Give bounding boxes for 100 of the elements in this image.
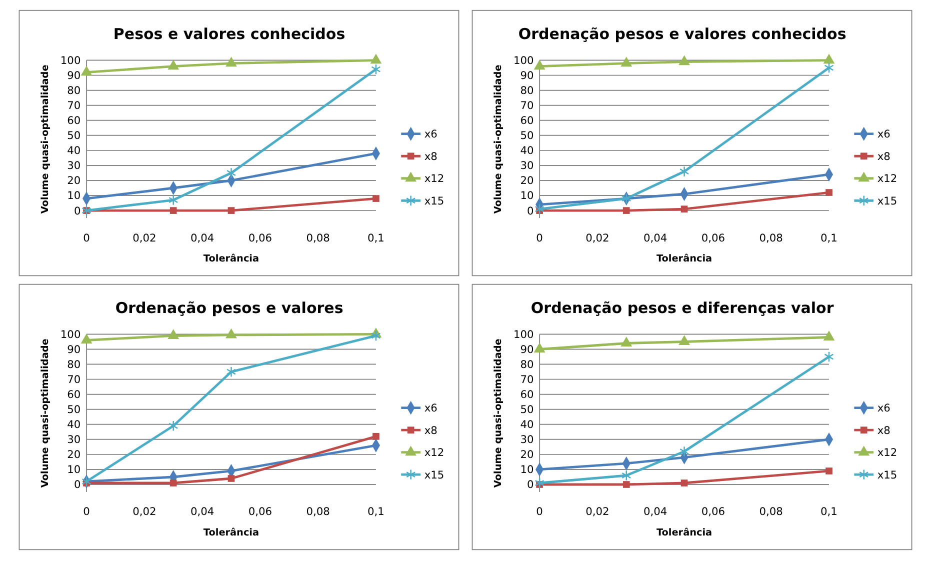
y-tick-label: 50 (520, 403, 534, 416)
point (228, 475, 235, 482)
x-tick-label: 0,1 (820, 231, 838, 244)
y-tick-label: 0 (526, 478, 534, 492)
x-tick-label: 0 (536, 231, 544, 244)
point (678, 335, 690, 346)
y-tick-label: 70 (67, 99, 81, 112)
x-tick-label: 0,1 (820, 505, 838, 518)
point (622, 481, 630, 488)
point (170, 480, 177, 486)
legend-label: x15 (424, 468, 444, 482)
x-tick-label: 0,02 (132, 231, 156, 244)
y-axis-title: Volume quasi-optimalidade (40, 64, 51, 214)
y-tick-label: 0 (74, 204, 81, 218)
y-tick-label: 100 (60, 328, 81, 341)
y-tick-label: 30 (67, 433, 81, 446)
point (826, 468, 832, 474)
y-tick-label: 50 (520, 129, 534, 142)
chart-title: Pesos e valores conhecidos (113, 24, 346, 43)
x-tick-label: 0,02 (586, 231, 610, 244)
x-axis-title: Tolerância (203, 254, 260, 265)
x-tick-label: 0,08 (759, 231, 784, 244)
y-tick-label: 10 (520, 189, 534, 202)
x-axis-title: Tolerância (656, 528, 712, 539)
y-tick-label: 90 (67, 342, 81, 356)
point (168, 329, 180, 340)
y-tick-label: 10 (67, 463, 81, 476)
y-tick-label: 100 (60, 54, 81, 67)
x-axis-title: Tolerância (656, 254, 712, 265)
x-tick-label: 0 (536, 505, 544, 518)
x-tick-label: 0,04 (190, 505, 214, 518)
y-tick-label: 100 (513, 328, 534, 341)
y-tick-label: 60 (520, 388, 534, 402)
y-axis-title: Volume quasi-optimalidade (40, 338, 51, 488)
y-tick-label: 0 (74, 478, 81, 492)
point (226, 56, 237, 67)
y-tick-label: 40 (67, 418, 81, 432)
legend-label: x6 (424, 128, 438, 141)
y-tick-label: 20 (67, 174, 81, 188)
legend-label: x6 (877, 128, 891, 141)
y-tick-label: 40 (520, 418, 534, 432)
point (622, 470, 632, 481)
x-tick-label: 0,06 (248, 505, 272, 518)
legend-label: x15 (877, 194, 898, 208)
y-tick-label: 0 (526, 204, 534, 218)
point (678, 55, 690, 66)
y-tick-label: 20 (520, 448, 534, 462)
x-tick-label: 0,08 (306, 505, 330, 518)
y-tick-label: 80 (67, 358, 81, 372)
y-tick-label: 20 (67, 448, 81, 462)
y-tick-label: 100 (513, 54, 534, 67)
y-tick-label: 90 (520, 342, 534, 356)
point (371, 330, 381, 342)
y-tick-label: 30 (520, 433, 534, 446)
legend-label: x8 (877, 150, 891, 163)
point (226, 168, 236, 178)
point (680, 206, 688, 212)
legend-label: x8 (424, 424, 438, 437)
point (168, 60, 180, 70)
point (534, 342, 546, 353)
y-tick-label: 70 (520, 99, 534, 112)
point (370, 54, 382, 64)
legend-label: x15 (424, 194, 444, 208)
y-tick-label: 60 (67, 388, 81, 402)
point (680, 480, 688, 486)
point (80, 66, 92, 76)
point (371, 64, 381, 75)
point (679, 446, 690, 457)
legend-label: x8 (424, 150, 438, 163)
point (226, 366, 236, 378)
y-tick-label: 90 (520, 69, 534, 82)
x-axis-title: Tolerância (203, 528, 260, 539)
x-tick-label: 0,06 (701, 505, 726, 518)
point (826, 189, 832, 196)
point (168, 420, 178, 432)
point (80, 334, 92, 344)
point (168, 194, 178, 206)
point (824, 62, 834, 74)
x-tick-label: 0,1 (368, 505, 384, 518)
point (226, 328, 237, 338)
x-tick-label: 0 (83, 231, 90, 244)
x-tick-label: 0,02 (586, 505, 610, 518)
y-tick-label: 50 (67, 129, 81, 142)
x-tick-label: 0,08 (306, 231, 330, 244)
x-tick-label: 0,1 (368, 231, 384, 244)
point (372, 432, 380, 440)
point (679, 166, 690, 177)
chart-title: Ordenação pesos e valores conhecidos (518, 24, 846, 43)
x-tick-label: 0 (83, 505, 90, 518)
x-tick-label: 0,08 (759, 505, 784, 518)
x-tick-label: 0,02 (132, 505, 156, 518)
y-tick-label: 80 (520, 84, 534, 98)
y-tick-label: 40 (67, 144, 81, 158)
legend-label: x12 (424, 446, 444, 460)
point (824, 351, 834, 362)
y-tick-label: 70 (67, 373, 81, 386)
y-tick-label: 40 (520, 144, 534, 158)
y-tick-label: 30 (67, 159, 81, 172)
y-tick-label: 30 (520, 159, 534, 172)
x-tick-label: 0,04 (190, 231, 214, 244)
